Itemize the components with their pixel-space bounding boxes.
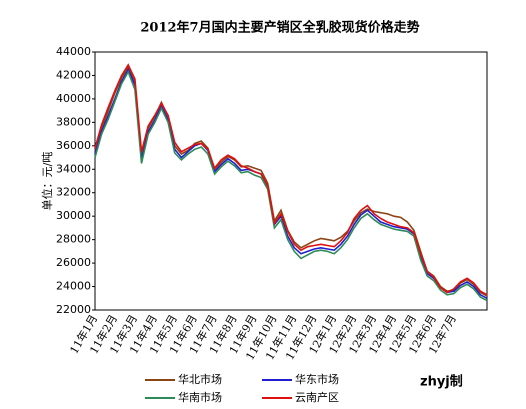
legend-label: 华东市场 <box>295 372 339 386</box>
plot-frame <box>94 51 488 311</box>
line-series <box>94 63 488 296</box>
y-tick-label: 22000 <box>56 303 91 316</box>
legend-label: 华北市场 <box>178 372 222 386</box>
y-tick-label: 36000 <box>56 139 91 152</box>
y-tick-label: 42000 <box>56 68 91 81</box>
annotation: zhyj制 <box>420 374 463 390</box>
line-series <box>94 67 488 300</box>
legend-label: 华南市场 <box>178 390 222 404</box>
y-tick-label: 34000 <box>56 162 91 175</box>
y-axis-label: 单位：元/吨 <box>40 152 54 211</box>
chart-title: 2012年7月国内主要产销区全乳胶现货价格走势 <box>140 20 419 36</box>
y-tick-label: 44000 <box>56 45 91 58</box>
y-tick-label: 28000 <box>56 233 91 246</box>
line-series <box>94 70 488 302</box>
legend-label: 云南产区 <box>295 390 339 404</box>
y-tick-label: 38000 <box>56 115 91 128</box>
y-tick-label: 30000 <box>56 209 91 222</box>
y-tick-label: 32000 <box>56 186 91 199</box>
y-tick-label: 24000 <box>56 280 91 293</box>
y-tick-label: 26000 <box>56 256 91 269</box>
y-tick-label: 40000 <box>56 92 91 105</box>
